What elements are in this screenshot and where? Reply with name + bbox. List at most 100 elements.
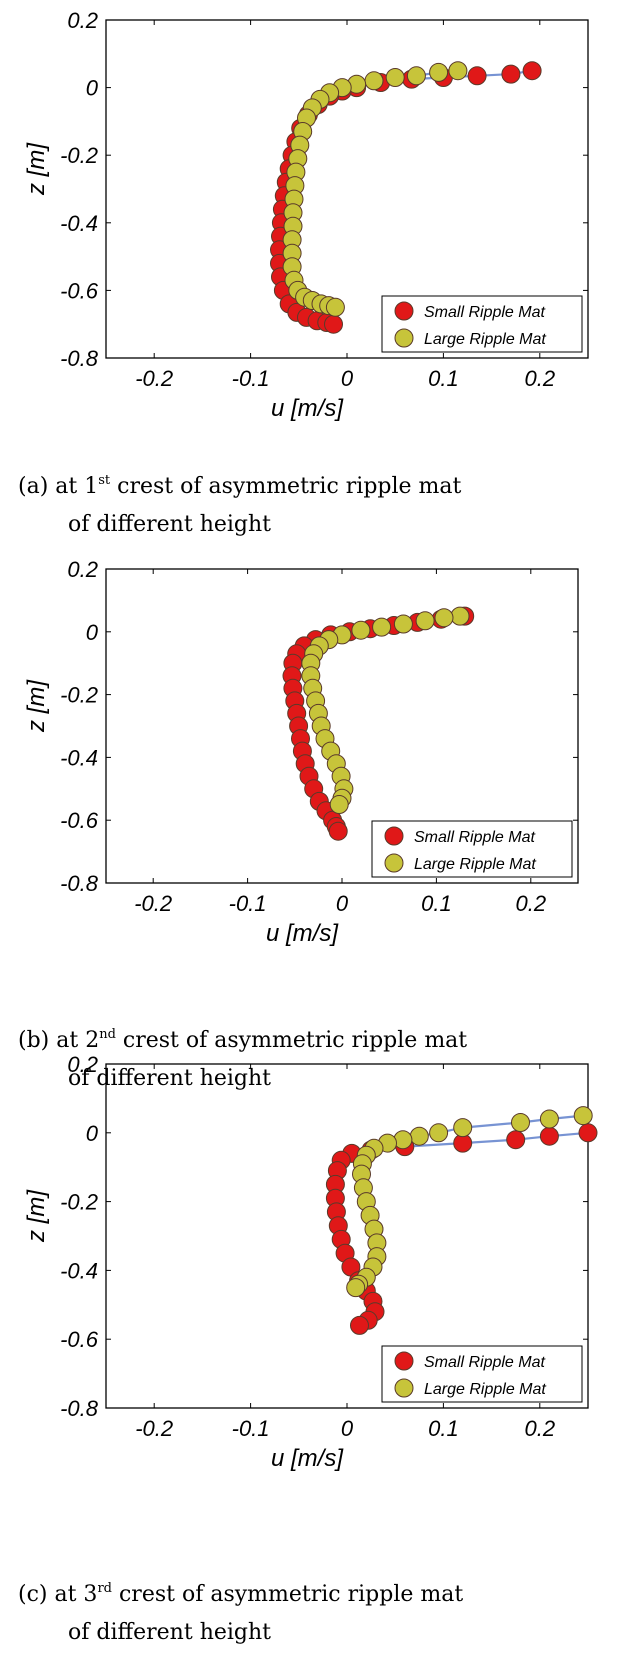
data-point (467, 66, 487, 86)
data-point (448, 61, 468, 81)
caption-c-line2: of different height (68, 1620, 272, 1645)
caption-b-prefix: (b) at 2 (18, 1028, 100, 1053)
chart-c: -0.2 -0.1 0 0.1 0.2 0.2 0 -0.2 -0.4 -0.6 -0.8 u [m/… (23, 1052, 598, 1472)
data-point (325, 297, 345, 317)
caption-a-suffix: crest of asymmetric ripple mat (110, 474, 462, 499)
y-tick-label: 0.2 (67, 557, 98, 582)
caption-a-ordinal: st (98, 473, 111, 488)
data-point (429, 1123, 449, 1143)
legend-box (371, 820, 573, 878)
y-tick-label: 0.2 (67, 1052, 98, 1077)
x-tick-label: -0.2 (135, 366, 173, 391)
data-point (539, 1109, 559, 1129)
x-tick-label: 0 (341, 366, 354, 391)
y-tick-label: 0 (86, 1121, 99, 1146)
legend-label: Small Ripple Mat (414, 829, 535, 846)
data-point (406, 66, 426, 86)
caption-a-line2: of different height (68, 512, 272, 537)
caption-a-prefix: (a) at 1 (18, 474, 99, 499)
data-point (372, 617, 392, 637)
data-point (324, 314, 343, 334)
caption-c-suffix: crest of asymmetric ripple mat (111, 1582, 464, 1607)
data-point (434, 608, 454, 628)
y-tick-label: 0 (86, 76, 99, 101)
legend-marker (394, 328, 414, 348)
y-axis-label: z [m] (23, 1189, 50, 1243)
y-tick-label: -0.6 (60, 1327, 99, 1352)
x-tick-label: 0.2 (525, 1416, 556, 1441)
data-point (385, 68, 405, 87)
caption-c: (c) at 3rd crest of asymmetric ripple ma… (18, 1570, 463, 1652)
data-point (578, 1123, 598, 1143)
y-tick-label: -0.6 (60, 278, 99, 303)
y-tick-label: -0.8 (60, 871, 99, 896)
caption-c-prefix: (c) at 3 (18, 1582, 98, 1607)
x-tick-label: 0.1 (428, 366, 459, 391)
legend-label: Large Ripple Mat (424, 331, 546, 348)
legend-marker (384, 853, 404, 873)
caption-c-ordinal: rd (97, 1581, 112, 1596)
data-point (393, 614, 413, 634)
y-tick-label: 0.2 (67, 8, 98, 33)
data-point (450, 606, 470, 626)
y-axis-label: z [m] (23, 679, 50, 733)
x-tick-label: -0.2 (135, 1416, 173, 1441)
y-tick-label: -0.2 (60, 1190, 98, 1215)
data-point (409, 1126, 429, 1146)
data-point (506, 1130, 526, 1150)
data-point (501, 64, 521, 84)
x-tick-label: -0.1 (232, 366, 270, 391)
data-point (329, 795, 349, 814)
legend-label: Small Ripple Mat (424, 1354, 545, 1371)
x-tick-label: -0.1 (229, 891, 267, 916)
legend-box (381, 1345, 583, 1403)
x-tick-label: 0.2 (525, 366, 556, 391)
caption-a: (a) at 1st crest of asymmetric ripple ma… (18, 462, 461, 544)
data-point (522, 61, 542, 81)
y-axis-label: z [m] (23, 142, 50, 196)
x-tick-label: 0 (336, 891, 349, 916)
x-tick-label: 0.2 (516, 891, 547, 916)
y-tick-label: -0.4 (60, 211, 98, 236)
chart-a: -0.2 -0.1 0 0.1 0.2 0.2 0 -0.2 -0.4 -0.6 -0.8 u [m/… (23, 8, 589, 422)
x-tick-label: -0.1 (232, 1416, 270, 1441)
legend-label: Large Ripple Mat (414, 856, 536, 873)
legend-label: Large Ripple Mat (424, 1381, 546, 1398)
data-point (511, 1113, 530, 1132)
caption-b-ordinal: nd (99, 1027, 116, 1042)
data-point (453, 1118, 473, 1138)
y-tick-label: -0.8 (60, 346, 99, 371)
data-point (364, 71, 384, 91)
legend-c: Small Ripple Mat Large Ripple Mat (381, 1345, 583, 1403)
x-tick-label: 0 (341, 1416, 354, 1441)
legend-box (381, 295, 583, 353)
y-tick-label: -0.4 (60, 745, 98, 770)
x-axis-label: u [m/s] (271, 395, 344, 422)
data-point (346, 1278, 366, 1298)
caption-b-line2: of different height (68, 1066, 272, 1091)
x-axis-label: u [m/s] (271, 1445, 344, 1472)
chart-b: -0.2 -0.1 0 0.1 0.2 0.2 0 -0.2 -0.4 -0.6 -0.8 u [m/… (23, 557, 579, 947)
legend-marker (394, 1351, 414, 1371)
data-point (539, 1126, 559, 1146)
caption-b: (b) at 2nd crest of asymmetric ripple ma… (18, 1016, 467, 1098)
data-point (573, 1106, 593, 1126)
y-tick-label: -0.2 (60, 143, 98, 168)
y-tick-label: -0.8 (60, 1396, 99, 1421)
series-large-ripple-mat (301, 606, 470, 814)
data-point (351, 620, 371, 640)
data-point (393, 1130, 413, 1150)
legend-label: Small Ripple Mat (424, 304, 545, 321)
y-tick-label: 0 (86, 620, 99, 645)
legend-marker (384, 826, 404, 846)
legend-marker (394, 1378, 414, 1398)
legend-a: Small Ripple Mat Large Ripple Mat (381, 295, 583, 353)
series-large-ripple-mat (282, 61, 468, 317)
legend-marker (394, 301, 414, 321)
data-point (429, 62, 449, 82)
x-tick-label: 0.1 (428, 1416, 459, 1441)
y-tick-label: -0.4 (60, 1258, 98, 1283)
y-tick-label: -0.6 (60, 808, 99, 833)
series-large-ripple-mat (346, 1106, 593, 1298)
caption-b-suffix: crest of asymmetric ripple mat (115, 1028, 468, 1053)
